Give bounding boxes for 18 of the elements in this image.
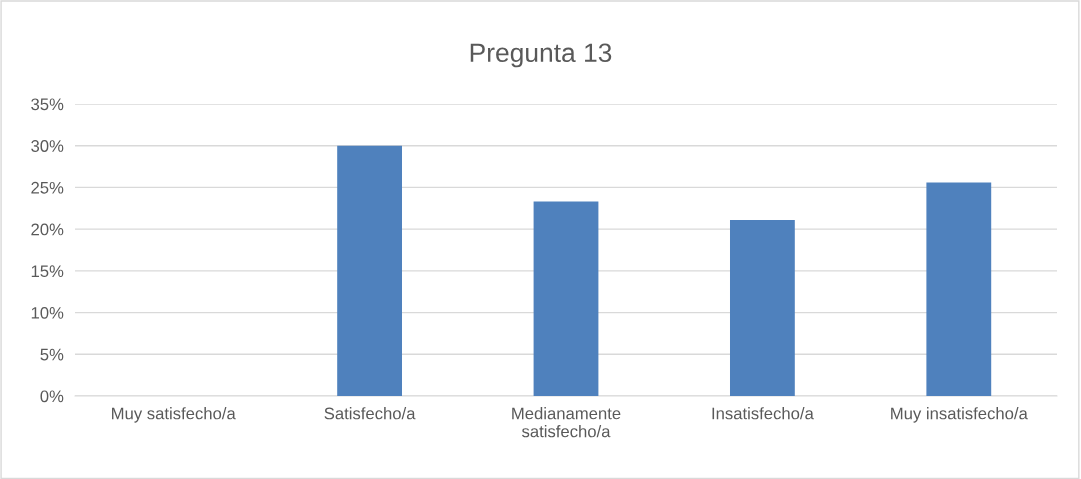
x-tick-label: Muy satisfecho/a <box>112 407 236 423</box>
x-tick-label: Medianamente satisfecho/a <box>512 407 621 438</box>
y-tick-label: 5% <box>40 348 64 361</box>
y-tick-label: 35% <box>31 98 64 111</box>
bar <box>337 145 403 396</box>
y-tick-label: 0% <box>40 390 64 403</box>
y-tick-label: 10% <box>31 306 64 319</box>
y-tick-label: 15% <box>31 265 64 278</box>
x-tick-label: Muy insatisfecho/a <box>891 407 1028 423</box>
x-tick-label: Satisfecho/a <box>324 407 416 420</box>
y-tick-label: 25% <box>31 181 64 194</box>
bar <box>926 182 992 396</box>
x-tick-label: Insatisfecho/a <box>712 407 814 420</box>
y-tick-label: 30% <box>31 140 64 152</box>
chart-title: Pregunta 13 <box>470 43 612 68</box>
bar <box>729 219 795 396</box>
bar <box>533 201 599 396</box>
y-tick-label: 20% <box>31 223 64 236</box>
